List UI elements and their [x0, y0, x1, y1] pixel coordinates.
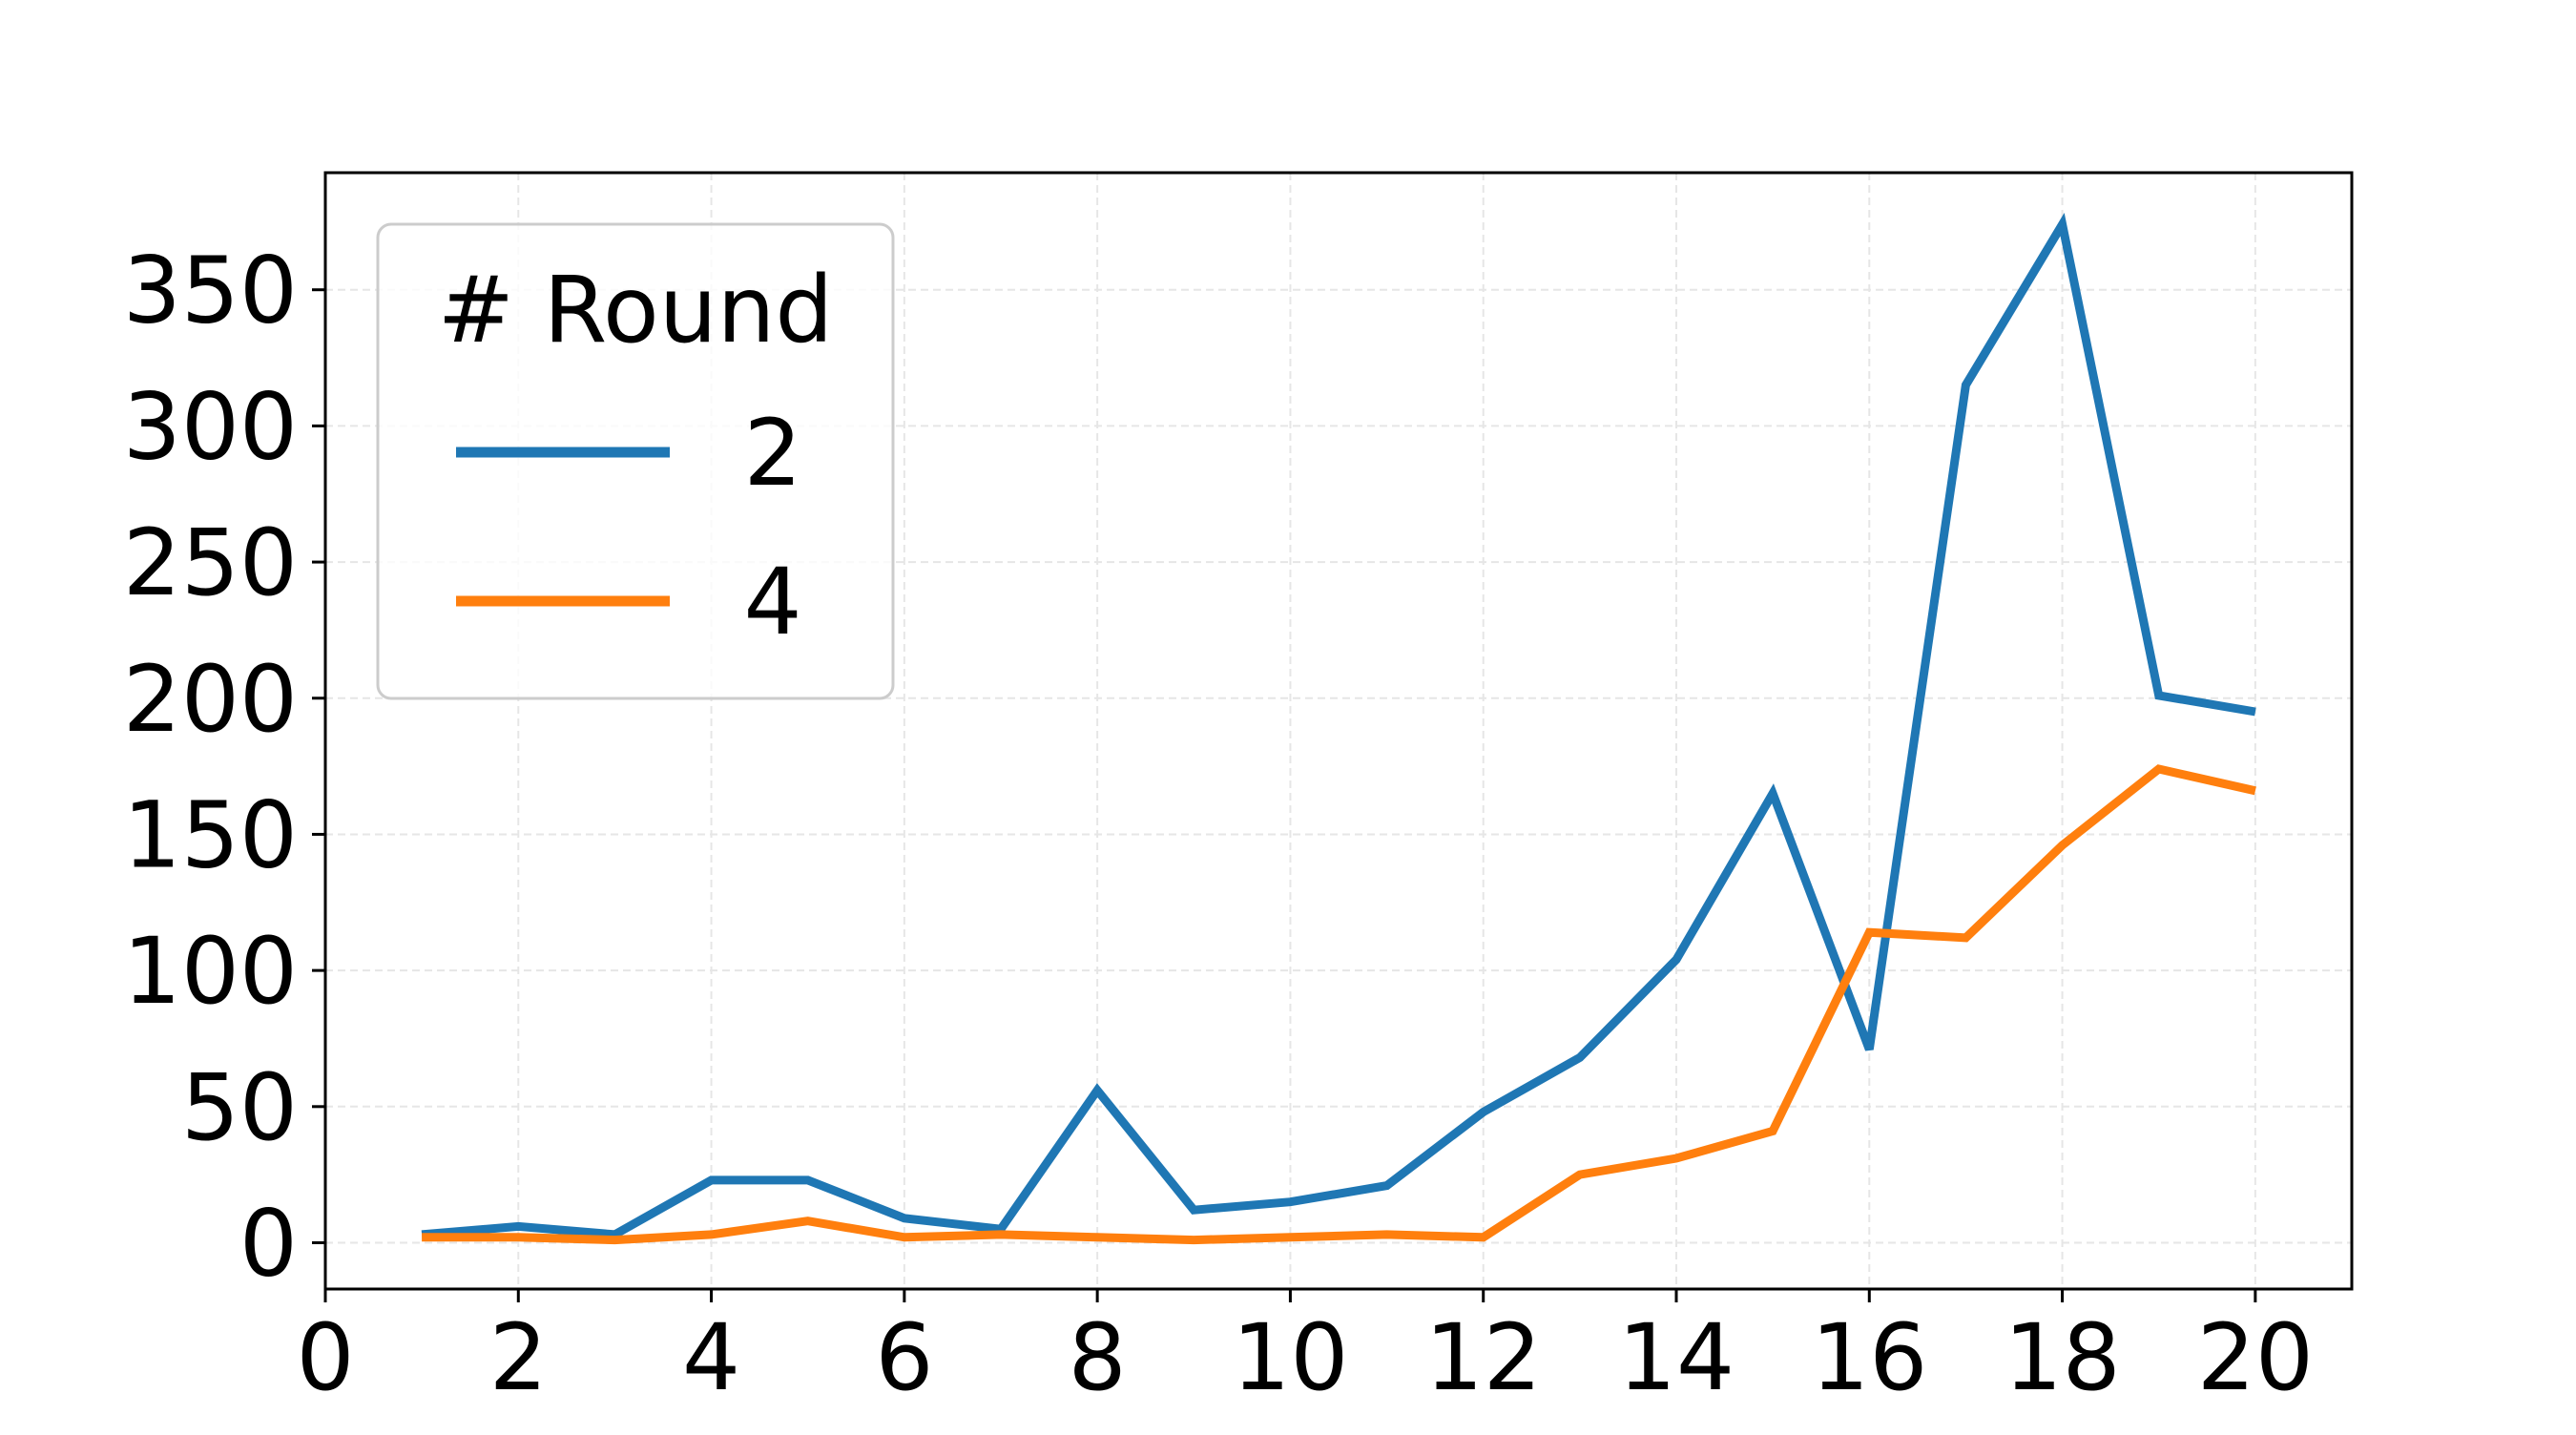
legend-label-2: 2 [743, 400, 801, 507]
legend: # Round 2 4 [376, 222, 895, 700]
y-tick-label: 250 [123, 510, 298, 616]
legend-label-4: 4 [743, 549, 801, 655]
y-tick-label: 50 [181, 1054, 298, 1161]
y-tick-label: 350 [123, 238, 298, 344]
series-layer [421, 212, 2256, 1245]
y-tick-label: 150 [123, 781, 298, 888]
x-tick-label: 16 [1811, 1304, 1927, 1411]
y-tick-label: 100 [123, 918, 298, 1025]
x-tick-label: 6 [875, 1304, 933, 1411]
legend-box [376, 222, 895, 700]
x-tick-label: 20 [2197, 1304, 2314, 1411]
x-tick-label: 10 [1232, 1304, 1348, 1411]
x-tick-label: 14 [1618, 1304, 1735, 1411]
x-tick-label: 8 [1069, 1304, 1127, 1411]
plot-frame [323, 171, 2354, 1291]
series-line-4 [422, 764, 2256, 1245]
x-tick-label: 0 [296, 1304, 354, 1411]
x-tick-label: 18 [2004, 1304, 2120, 1411]
y-tick-label: 300 [123, 373, 298, 480]
x-tick-label: 12 [1425, 1304, 1542, 1411]
y-tick-label: 200 [123, 646, 298, 753]
x-tick-label: 4 [682, 1304, 740, 1411]
x-tick-label: 2 [489, 1304, 548, 1411]
y-tick-label: 0 [239, 1190, 298, 1297]
series-line-2 [421, 212, 2256, 1239]
legend-title: # Round [438, 257, 834, 364]
